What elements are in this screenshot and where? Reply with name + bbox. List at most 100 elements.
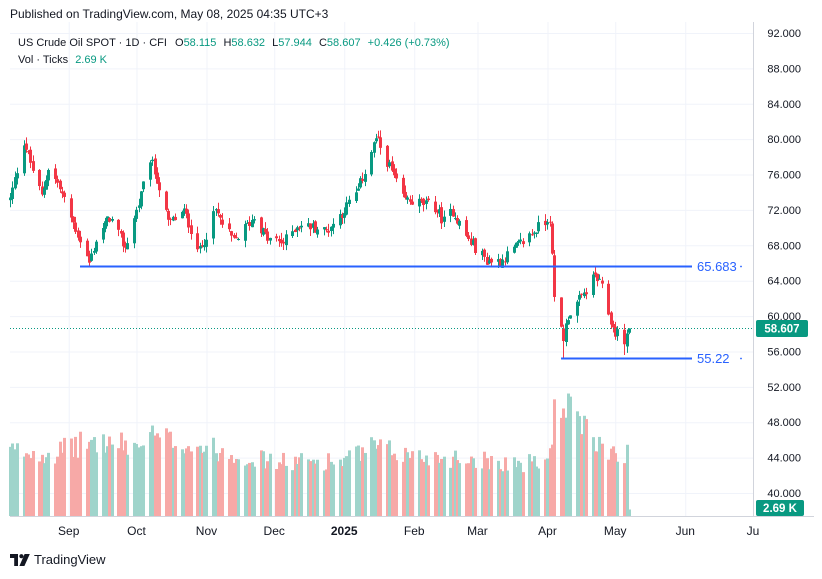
candle-body bbox=[205, 239, 208, 247]
volume-bar bbox=[341, 466, 344, 516]
y-tick-label: 44.000 bbox=[767, 453, 801, 465]
volume-bar bbox=[458, 463, 461, 516]
volume-bar bbox=[434, 452, 437, 516]
volume-bar bbox=[122, 450, 125, 516]
x-tick-label: Mar bbox=[467, 524, 488, 538]
candle bbox=[386, 144, 389, 172]
y-tick-label: 68.000 bbox=[767, 240, 801, 252]
candle-body bbox=[262, 228, 265, 235]
volume-bar bbox=[402, 461, 405, 516]
volume-bar bbox=[592, 437, 595, 516]
level-line-handle[interactable] bbox=[740, 357, 742, 360]
volume-bar bbox=[623, 463, 626, 516]
candle-body bbox=[154, 158, 157, 175]
candle-body bbox=[212, 211, 215, 239]
candle bbox=[375, 133, 378, 144]
candle-body bbox=[553, 255, 556, 297]
candle-body bbox=[332, 223, 335, 228]
level-lines[interactable]: 65.683 55.22 bbox=[10, 259, 753, 366]
volume-bar bbox=[9, 446, 12, 516]
candle-body bbox=[395, 173, 398, 179]
candle-body bbox=[616, 329, 619, 337]
volume-bar bbox=[361, 447, 364, 516]
candle bbox=[626, 329, 629, 353]
volume-bar bbox=[418, 450, 421, 516]
legend-volume-label[interactable]: Vol · Ticks bbox=[18, 54, 69, 66]
volume-bar bbox=[185, 448, 188, 516]
candle bbox=[77, 227, 80, 241]
volume-bar bbox=[375, 448, 378, 516]
volume-bar bbox=[470, 456, 473, 516]
candle-body bbox=[280, 239, 283, 244]
candle bbox=[610, 311, 613, 329]
candle bbox=[237, 237, 240, 241]
volume-bar bbox=[472, 458, 475, 516]
tradingview-logo[interactable]: TradingView bbox=[10, 552, 106, 567]
volume-bar bbox=[70, 438, 73, 516]
candle bbox=[452, 205, 455, 217]
volume-bar bbox=[90, 439, 93, 516]
candle bbox=[355, 186, 358, 204]
legend-high-label: H bbox=[223, 37, 232, 49]
volume-bar bbox=[167, 432, 170, 516]
volume-bar bbox=[560, 417, 563, 516]
candle bbox=[27, 150, 30, 155]
candle bbox=[402, 174, 405, 198]
volume-bar bbox=[612, 446, 615, 516]
candle bbox=[70, 194, 73, 223]
candle-body bbox=[422, 198, 425, 205]
candle-body bbox=[201, 245, 204, 247]
volume-bar bbox=[23, 456, 26, 516]
candle bbox=[203, 239, 206, 251]
level-line-handle[interactable] bbox=[740, 265, 742, 268]
candle-body bbox=[404, 191, 407, 198]
legend-open-label: O bbox=[175, 37, 184, 49]
candle bbox=[330, 226, 333, 237]
x-tick-label: Jun bbox=[676, 524, 695, 538]
candle bbox=[54, 164, 57, 184]
candle bbox=[16, 167, 19, 185]
candle bbox=[425, 196, 428, 210]
time-axis[interactable]: Sep Oct Nov Dec 2025 Feb Mar Apr May Jun Ju bbox=[58, 524, 759, 538]
candle-body bbox=[578, 295, 581, 300]
candle-body bbox=[54, 168, 57, 179]
y-tick-label: 52.000 bbox=[767, 382, 801, 394]
candle bbox=[418, 194, 421, 214]
candle bbox=[467, 231, 470, 242]
candle-body bbox=[481, 250, 484, 256]
legend-volume-value: 2.69 K bbox=[75, 54, 107, 66]
candle-body bbox=[45, 180, 48, 190]
candle-body bbox=[388, 162, 391, 167]
candle bbox=[592, 271, 595, 298]
candle bbox=[436, 209, 439, 218]
candle bbox=[217, 202, 220, 217]
candle-body bbox=[9, 197, 12, 201]
volume-bar bbox=[364, 452, 367, 516]
candle-body bbox=[174, 216, 177, 221]
volume-bar bbox=[427, 465, 430, 516]
candle-body bbox=[244, 224, 247, 241]
candle-body bbox=[427, 198, 430, 201]
candle bbox=[93, 247, 96, 256]
candle-body bbox=[583, 292, 586, 297]
volume-bar bbox=[102, 434, 105, 516]
candle-body bbox=[506, 251, 509, 263]
candle bbox=[29, 146, 32, 169]
candle bbox=[294, 228, 297, 233]
candle-body bbox=[339, 214, 342, 226]
candle-body bbox=[454, 218, 457, 220]
candle-body bbox=[345, 202, 348, 215]
x-tick-label: Feb bbox=[404, 524, 425, 538]
legend-symbol[interactable]: US Crude Oil SPOT · 1D · CFI bbox=[18, 37, 167, 49]
candle bbox=[181, 210, 184, 219]
candle-body bbox=[533, 232, 536, 234]
price-axis[interactable]: 92.000 88.000 84.000 80.000 76.000 72.000 68.0… bbox=[756, 28, 808, 516]
candle-body bbox=[585, 292, 588, 295]
candles[interactable] bbox=[9, 130, 631, 359]
candle-body bbox=[217, 209, 220, 214]
candle bbox=[535, 232, 538, 238]
volume-bar bbox=[142, 445, 145, 516]
candle bbox=[549, 216, 552, 227]
candle bbox=[275, 233, 278, 242]
